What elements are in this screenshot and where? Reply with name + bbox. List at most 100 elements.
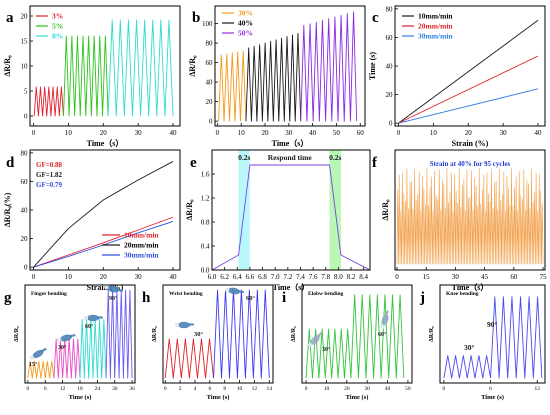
annotation-1: 60° — [246, 295, 256, 302]
panel-letter-j: j — [419, 290, 425, 306]
y-axis-label: ΔR/R₀ — [14, 326, 20, 342]
panel-title: Wrist bending — [169, 291, 203, 297]
legend-label-0: 30% — [238, 9, 253, 18]
x-axis-label: Strain (%) — [452, 139, 489, 148]
panel-e: 6.0 6.2 6.4 6.6 6.8 7.0 7.2 7.4 7.6 7.8 8.0 8.2 8.4 0… — [185, 149, 371, 292]
annotation-2: GF=0.79 — [36, 181, 62, 189]
x-tick-label-8: 7.6 — [309, 273, 318, 281]
legend-label-2: 8% — [52, 32, 63, 41]
y-axis-label: ΔR/R₀ — [291, 326, 297, 342]
x-tick-label-3: 30 — [285, 129, 293, 137]
x-tick-label-0: 0 — [397, 129, 401, 137]
y-tick-label-4: 1.6 — [201, 170, 210, 178]
x-tick-label-4: 40 — [170, 129, 178, 137]
x-tick-label-4: 40 — [385, 386, 391, 392]
y-tick-label-1: 20 — [386, 91, 394, 99]
legend-label-1: 20mm/min — [418, 22, 453, 31]
x-tick-label-4: 40 — [535, 129, 543, 137]
x-tick-label-10: 8.0 — [334, 273, 343, 281]
hand-palm — [228, 287, 240, 295]
panel-g: 0 6 12 18 24 30 36 Time (s) ΔR/R₀ Finger bending g… — [4, 284, 136, 401]
panel-c: 0 10 20 30 40 0 20 40 60 80 Strain (%) Time (s) c 10m… — [368, 5, 546, 148]
series-line-1 — [63, 35, 109, 117]
x-tick-label-2: 4 — [194, 386, 197, 392]
x-tick-label-3: 30 — [135, 273, 143, 281]
legend-label-1: 20mm/min — [124, 241, 159, 250]
x-tick-label-5: 50 — [333, 129, 341, 137]
series-group — [398, 19, 539, 124]
series-line-0 — [398, 19, 539, 124]
hand-finger — [237, 290, 244, 294]
x-tick-label-6: 60 — [357, 129, 365, 137]
series-line-0 — [164, 338, 214, 379]
x-tick-label-3: 30 — [500, 129, 508, 137]
axes-frame — [162, 284, 274, 384]
hand-cuff — [84, 316, 88, 320]
series-line-1 — [33, 161, 174, 268]
series-line-1 — [398, 55, 539, 124]
y-tick-label-3: 60 — [21, 178, 29, 186]
y-tick-label-4: 80 — [206, 39, 214, 47]
y-tick-label-4: 20 — [21, 12, 29, 20]
x-tick-label-4: 6.8 — [258, 273, 267, 281]
series-line-1 — [490, 296, 543, 379]
y-tick-label-3: 15 — [21, 37, 29, 45]
panel-title: Knee bending — [446, 291, 479, 297]
y-tick-label-0: 0 — [24, 264, 28, 272]
elbow-60-pictogram — [380, 310, 389, 329]
x-tick-label-2: 20 — [100, 273, 108, 281]
axes-frame — [301, 284, 413, 384]
x-axis-label: Time (s) — [481, 394, 504, 401]
y-tick-label-0: 0 — [389, 120, 393, 128]
x-tick-label-5: 75 — [540, 273, 548, 281]
y-axis-label: ΔR/R₀ — [3, 55, 12, 77]
hand-finger — [69, 334, 76, 338]
y-axis-label: ΔR/R₀ — [381, 199, 390, 221]
x-tick-label-1: 6 — [489, 386, 492, 392]
x-tick-label-5: 50 — [405, 386, 411, 392]
hand-palm — [60, 334, 72, 342]
x-axis-label: Time（s） — [273, 282, 310, 292]
wrist-30-pictogram — [175, 321, 194, 329]
series-line-0 — [218, 50, 247, 122]
hand-palm — [32, 349, 44, 359]
wrist-60-pictogram — [224, 287, 244, 295]
panel-i: 0 10 20 30 40 50 Time (s) ΔR/R₀ Elobw bending i 30… — [282, 284, 413, 401]
annotation-0: Strain at 40% for 95 cycles — [430, 160, 511, 168]
x-axis-label: Time (s) — [207, 394, 230, 401]
annotation-0: 15° — [29, 361, 38, 368]
panel-letter-h: h — [142, 290, 151, 306]
y-tick-label-1: 0.4 — [201, 242, 210, 250]
series-line-2 — [398, 88, 539, 124]
finger-15-pictogram — [29, 347, 47, 360]
x-tick-label-4: 8 — [223, 386, 226, 392]
hand-cuff — [104, 285, 109, 290]
y-tick-label-2: 10 — [21, 62, 29, 70]
legend-label-0: 10mm/min — [124, 231, 159, 240]
y-axis-label: ΔR/R₀(%) — [3, 192, 12, 227]
x-axis-label: Time（s） — [452, 282, 489, 292]
x-tick-label-7: 7.4 — [296, 273, 305, 281]
panel-letter-i: i — [282, 290, 286, 306]
x-tick-label-0: 0 — [27, 386, 30, 392]
x-tick-label-3: 18 — [77, 386, 83, 392]
legend-label-2: 50% — [238, 29, 253, 38]
finger-30-pictogram — [57, 334, 76, 342]
series-line-0 — [396, 167, 544, 265]
series-group — [396, 167, 544, 265]
series-group — [212, 164, 370, 270]
x-tick-label-1: 6.2 — [220, 273, 229, 281]
hand-finger — [385, 310, 389, 317]
panel-b: 0 10 20 30 40 50 60 0 20 40 60 80 100 Time（s） ΔR/R₀ b 30… — [188, 5, 366, 148]
y-tick-label-4: 80 — [21, 149, 29, 157]
panel-h: 0 2 4 6 8 10 12 14 Time (s) ΔR/R₀ Wrist bending h 30… — [142, 284, 274, 401]
panel-letter-g: g — [4, 290, 12, 306]
series-line-0 — [33, 216, 174, 268]
hand-cuff — [224, 287, 230, 292]
hand-cuff — [307, 342, 313, 348]
x-tick-label-3: 6.6 — [246, 273, 255, 281]
legend-label-1: 40% — [238, 19, 253, 28]
hand-finger — [116, 288, 123, 292]
